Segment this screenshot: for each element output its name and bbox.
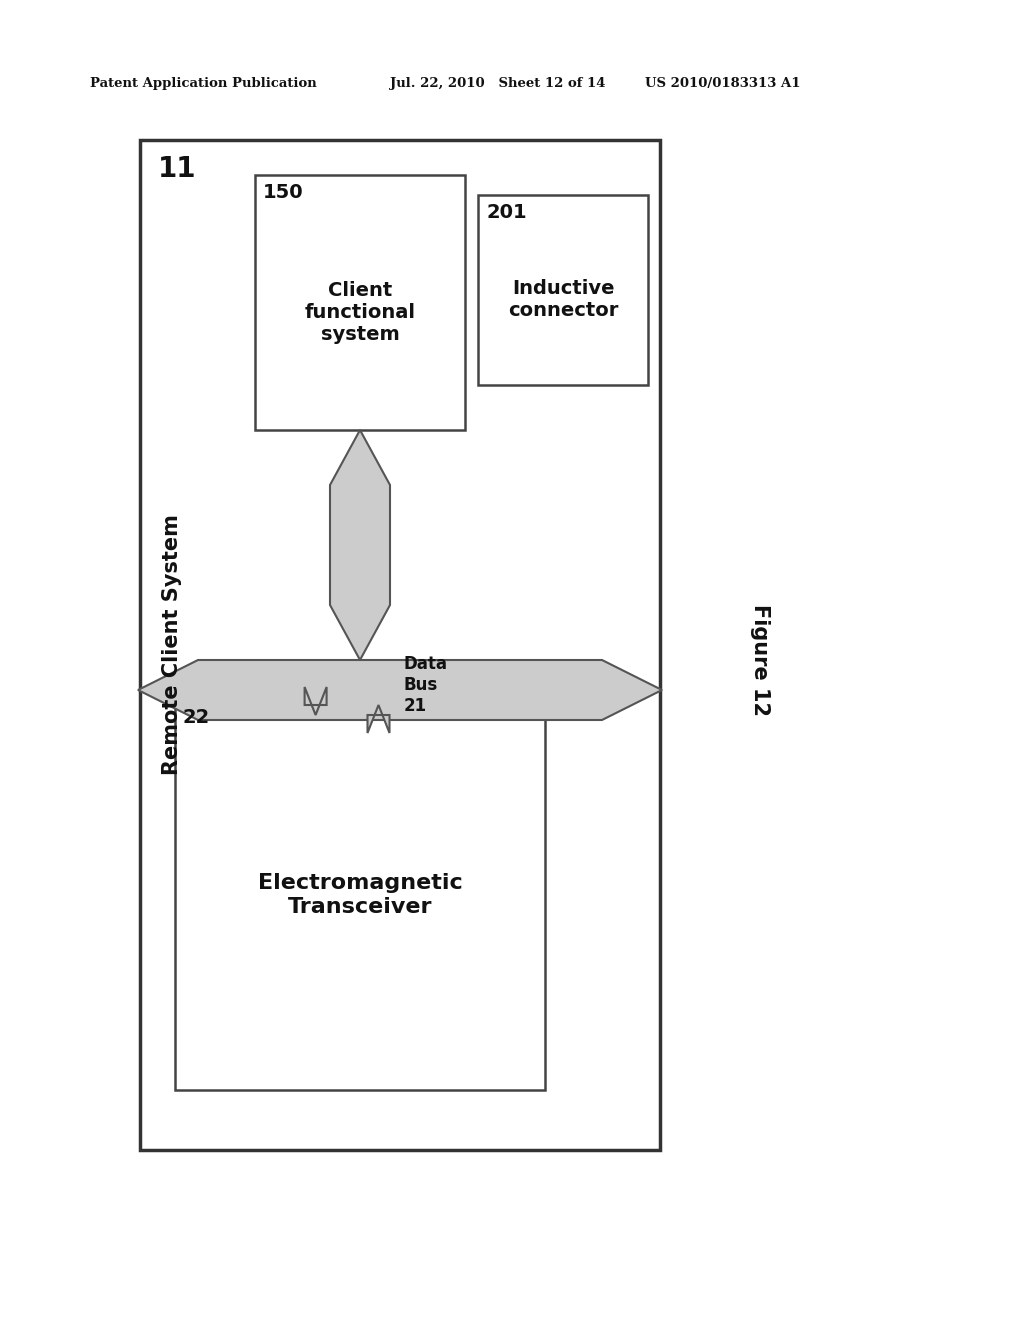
Text: Patent Application Publication: Patent Application Publication xyxy=(90,77,316,90)
Bar xyxy=(140,140,660,1150)
Text: US 2010/0183313 A1: US 2010/0183313 A1 xyxy=(645,77,801,90)
Polygon shape xyxy=(304,686,327,715)
Polygon shape xyxy=(330,430,390,660)
Bar xyxy=(478,195,648,385)
Text: Client
functional
system: Client functional system xyxy=(304,281,416,345)
Bar xyxy=(175,700,545,1090)
Polygon shape xyxy=(138,660,662,719)
Text: Electromagnetic
Transceiver: Electromagnetic Transceiver xyxy=(258,874,463,916)
Text: Inductive
connector: Inductive connector xyxy=(508,280,618,321)
Text: 22: 22 xyxy=(183,708,210,727)
Text: Jul. 22, 2010   Sheet 12 of 14: Jul. 22, 2010 Sheet 12 of 14 xyxy=(390,77,605,90)
Text: Figure 12: Figure 12 xyxy=(750,605,770,715)
Text: Remote Client System: Remote Client System xyxy=(162,515,182,775)
Text: 150: 150 xyxy=(263,183,304,202)
Bar xyxy=(255,176,465,430)
Text: Data
Bus
21: Data Bus 21 xyxy=(403,655,447,715)
Polygon shape xyxy=(368,705,389,733)
Text: 201: 201 xyxy=(486,203,526,222)
Text: 11: 11 xyxy=(158,154,197,183)
